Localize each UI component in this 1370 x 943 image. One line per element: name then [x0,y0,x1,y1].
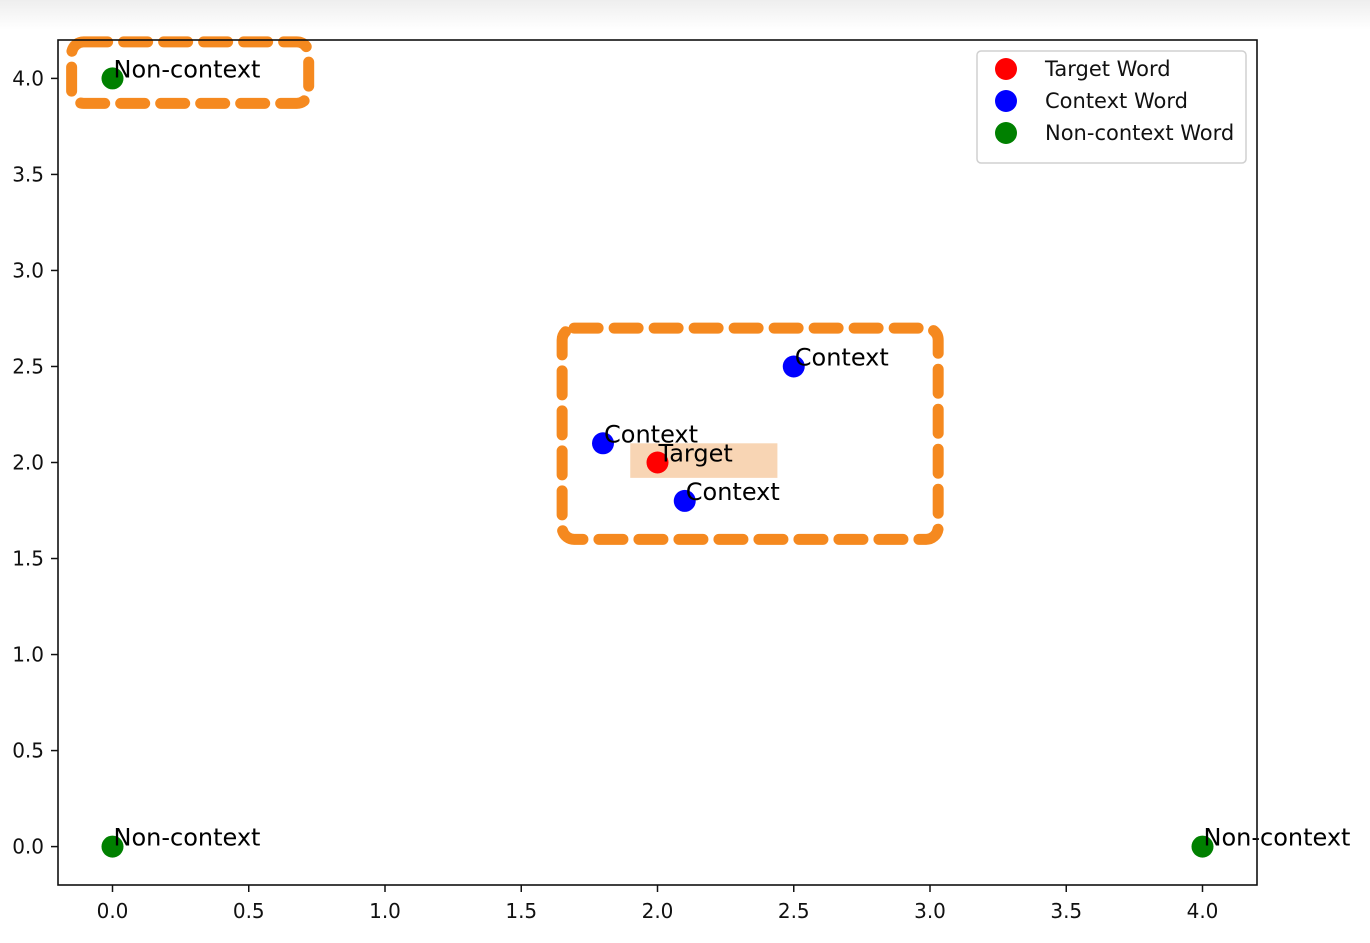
point-label-1-0: Context [604,420,698,448]
point-label-0-0: Target [658,440,733,468]
y-tick-label-7: 3.5 [12,162,44,186]
legend-label-2: Non-context Word [1045,121,1234,145]
y-tick-label-3: 1.5 [12,547,44,571]
legend-label-0: Target Word [1044,57,1171,81]
y-tick-label-1: 0.5 [12,739,44,763]
dashed-highlight-box-1 [66,36,315,109]
y-tick-label-0: 0.0 [12,835,44,859]
dashed-highlight-box-2 [556,322,944,545]
data-point-2-1 [101,835,124,858]
y-tick-label-4: 2.0 [12,451,44,475]
points-layer [101,67,1214,858]
point-label-1-2: Context [795,343,889,371]
y-axis: 0.0 0.5 1.0 1.5 2.0 2.5 3.0 3.5 4.0 [12,66,58,859]
x-axis: 0.0 0.5 1.0 1.5 2.0 2.5 3.0 3.5 4.0 [97,885,1219,923]
point-label-2-1: Non-context [114,824,261,852]
x-tick-label-4: 2.0 [642,899,674,923]
data-point-1-1 [673,489,696,512]
data-point-0-0 [646,451,669,474]
legend-box [976,50,1247,164]
point-label-2-2: Non-context [1204,824,1351,852]
x-tick-label-1: 0.5 [233,899,265,923]
legend-label-1: Context Word [1045,89,1188,113]
data-point-1-0 [592,432,614,455]
x-tick-label-2: 1.0 [369,899,401,923]
point-labels-layer: TargetContextContextContextNon-contextNo… [114,55,1351,851]
x-tick-label-6: 3.0 [914,899,946,923]
top-strip [0,0,1370,30]
data-point-2-0 [101,67,124,90]
x-tick-label-5: 2.5 [778,899,810,923]
point-label-1-1: Context [686,478,780,506]
x-tick-label-3: 1.5 [505,899,537,923]
y-tick-label-8: 4.0 [12,66,44,90]
x-tick-label-0: 0.0 [97,899,129,923]
legend-marker-0 [995,58,1017,80]
y-tick-label-2: 1.0 [12,643,44,667]
legend-marker-2 [995,122,1017,144]
y-tick-label-6: 3.0 [12,258,44,282]
y-tick-label-5: 2.5 [12,354,44,378]
data-point-2-2 [1191,835,1214,858]
legend-marker-1 [995,90,1017,112]
x-tick-label-8: 4.0 [1187,899,1219,923]
point-label-2-0: Non-context [114,55,261,83]
x-tick-label-7: 3.5 [1050,899,1082,923]
annotation-layer [66,36,944,545]
data-point-1-2 [782,355,805,378]
legend: Target Word Context Word Non-context Word [976,50,1247,164]
